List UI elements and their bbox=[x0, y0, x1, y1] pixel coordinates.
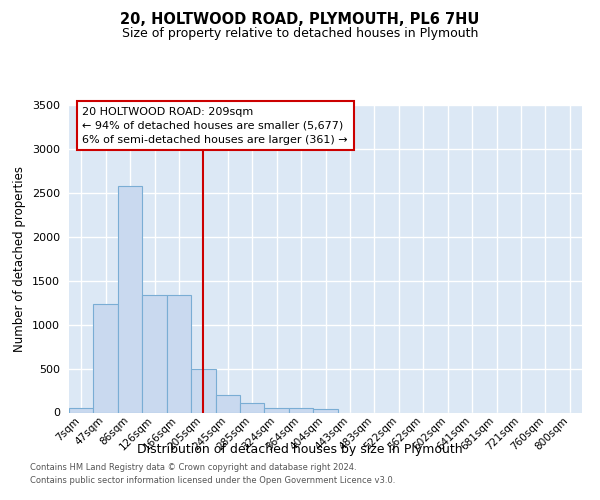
Text: Contains public sector information licensed under the Open Government Licence v3: Contains public sector information licen… bbox=[30, 476, 395, 485]
Bar bbox=[215, 396, 240, 412]
Bar bbox=[142, 295, 167, 412]
Bar bbox=[191, 368, 215, 412]
Bar bbox=[118, 186, 142, 412]
Bar bbox=[265, 408, 289, 412]
Bar bbox=[240, 404, 265, 412]
Text: 20, HOLTWOOD ROAD, PLYMOUTH, PL6 7HU: 20, HOLTWOOD ROAD, PLYMOUTH, PL6 7HU bbox=[121, 12, 479, 28]
Text: Contains HM Land Registry data © Crown copyright and database right 2024.: Contains HM Land Registry data © Crown c… bbox=[30, 464, 356, 472]
Bar bbox=[289, 408, 313, 412]
Bar bbox=[167, 295, 191, 412]
Bar bbox=[69, 408, 94, 412]
Text: Distribution of detached houses by size in Plymouth: Distribution of detached houses by size … bbox=[137, 442, 463, 456]
Text: Size of property relative to detached houses in Plymouth: Size of property relative to detached ho… bbox=[122, 28, 478, 40]
Bar bbox=[94, 304, 118, 412]
Bar bbox=[313, 409, 338, 412]
Y-axis label: Number of detached properties: Number of detached properties bbox=[13, 166, 26, 352]
Text: 20 HOLTWOOD ROAD: 209sqm
← 94% of detached houses are smaller (5,677)
6% of semi: 20 HOLTWOOD ROAD: 209sqm ← 94% of detach… bbox=[82, 107, 348, 145]
